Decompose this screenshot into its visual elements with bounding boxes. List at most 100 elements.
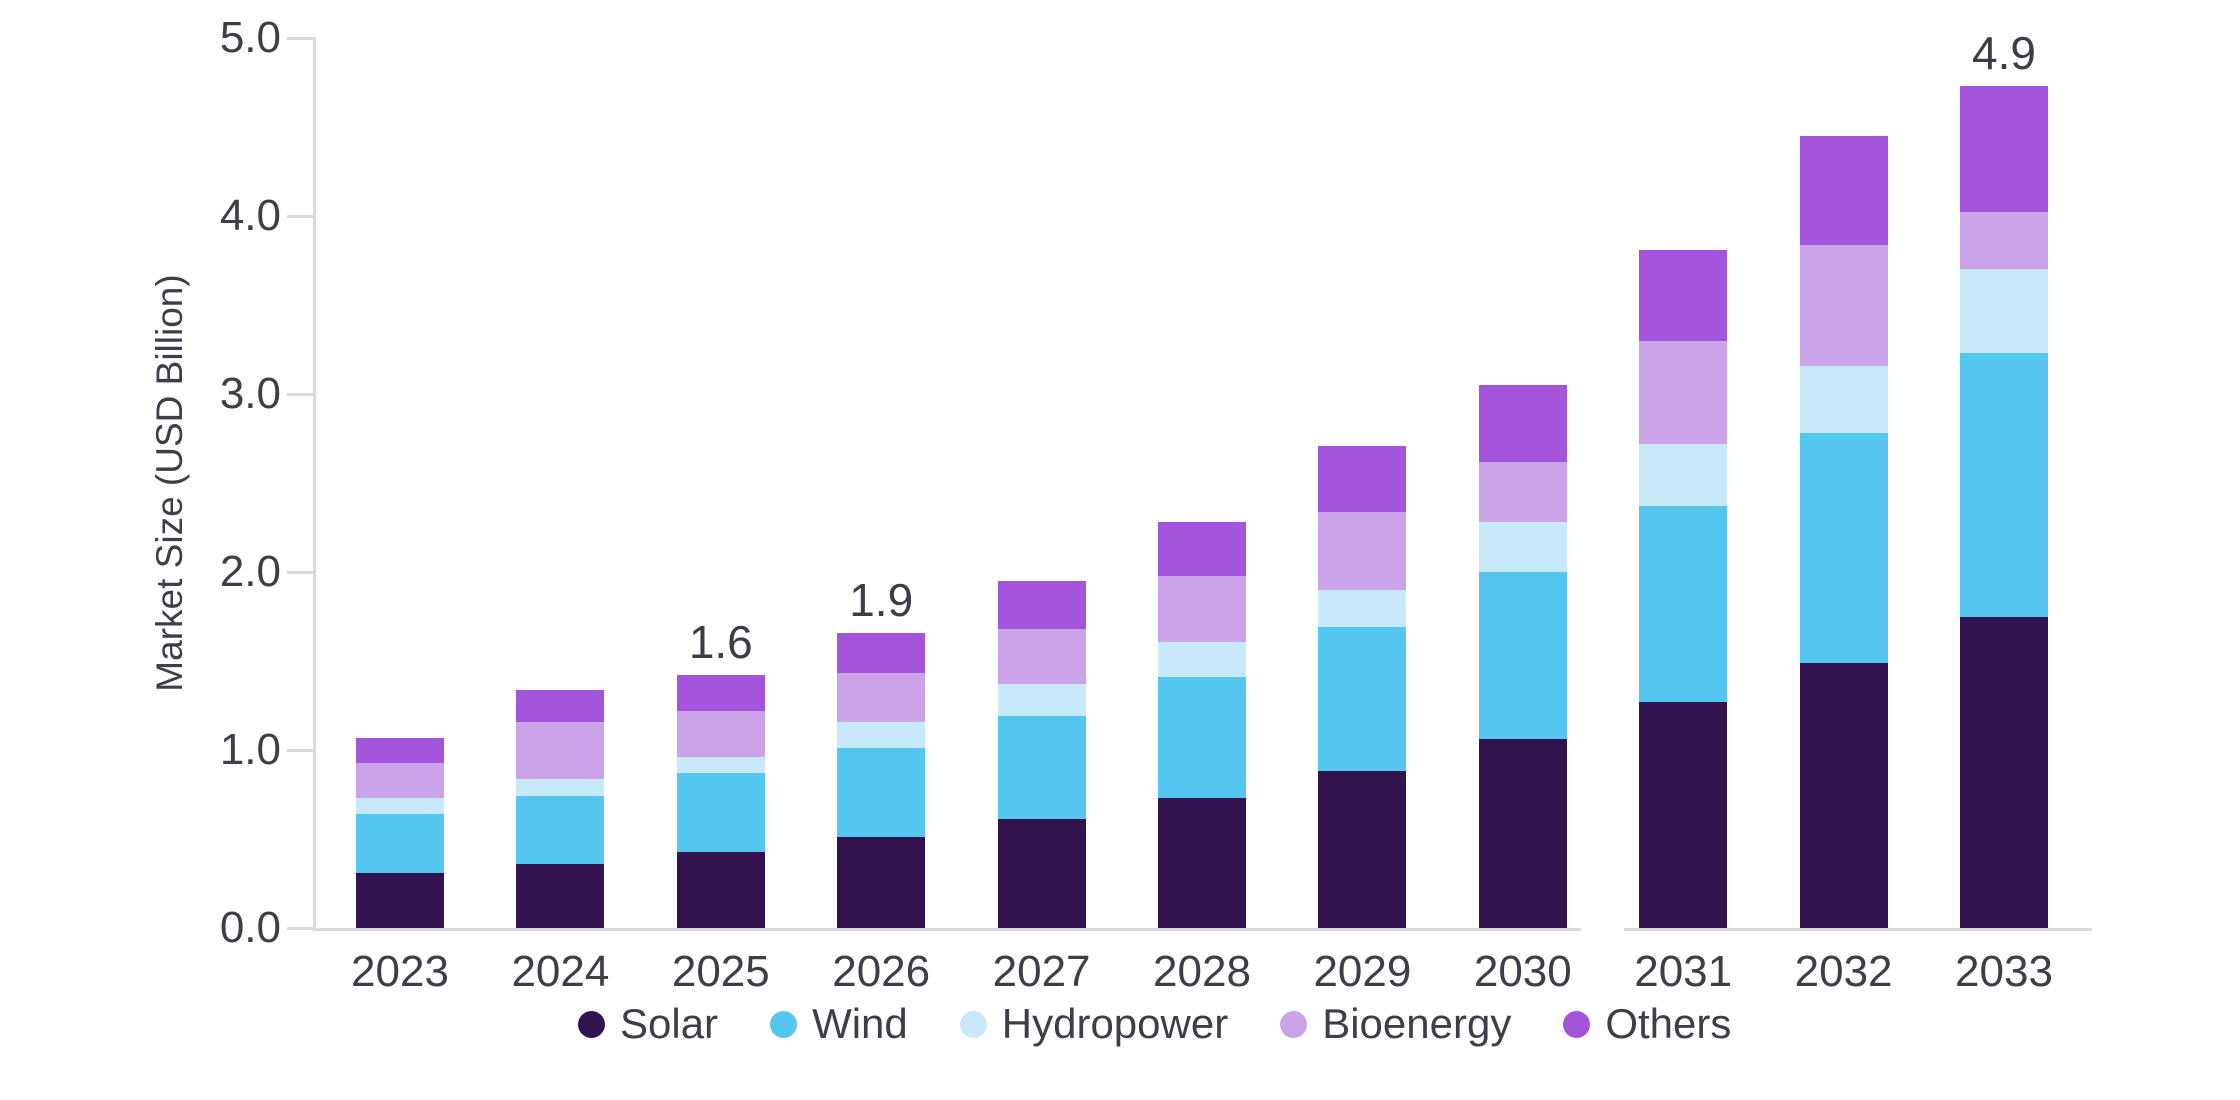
bar-segment-hydropower-2031: [1639, 443, 1728, 507]
bar-segment-solar-2029: [1318, 771, 1407, 928]
bar-segment-wind-2032: [1799, 433, 1888, 663]
legend-dot-hydropower: [959, 1010, 987, 1038]
legend-item-wind: Wind: [770, 1000, 908, 1048]
bar-segment-others-2024: [516, 689, 605, 722]
y-tick-mark: [287, 571, 313, 574]
x-tick-label-2030: 2030: [1473, 947, 1572, 996]
bar-segment-bioenergy-2027: [997, 629, 1086, 685]
bar-segment-others-2031: [1639, 249, 1728, 341]
y-tick-label: 5.0: [219, 13, 281, 62]
bar-segment-solar-2023: [356, 872, 444, 928]
bar-segment-solar-2024: [516, 863, 605, 928]
bar-segment-bioenergy-2029: [1318, 511, 1407, 590]
bar-segment-others-2023: [356, 737, 444, 763]
bar-segment-wind-2027: [997, 716, 1086, 820]
bar-2027: [997, 580, 1086, 928]
bar-segment-wind-2023: [356, 814, 444, 873]
bar-2025: [676, 675, 765, 928]
y-tick-mark: [287, 215, 313, 218]
bar-segment-wind-2029: [1318, 627, 1407, 772]
x-tick-label-2029: 2029: [1313, 947, 1412, 996]
y-axis-title: Market Size (USD Billion): [149, 274, 190, 692]
bar-segment-bioenergy-2024: [516, 721, 605, 779]
bar-segment-bioenergy-2023: [356, 762, 444, 799]
bar-segment-bioenergy-2026: [837, 673, 926, 722]
y-tick-mark: [287, 393, 313, 396]
legend-item-solar: Solar: [578, 1000, 718, 1048]
y-tick-label: 4.0: [219, 191, 281, 240]
x-tick-label-2028: 2028: [1153, 947, 1251, 996]
bar-segment-wind-2028: [1158, 677, 1246, 799]
bar-segment-solar-2032: [1799, 662, 1888, 928]
x-axis-line-segment: [1624, 928, 2092, 931]
x-tick-label-2031: 2031: [1634, 947, 1733, 996]
bar-segment-others-2033: [1960, 86, 2048, 213]
bar-segment-bioenergy-2028: [1158, 575, 1246, 642]
bar-segment-hydropower-2032: [1799, 365, 1888, 434]
x-tick-label-2027: 2027: [992, 947, 1091, 996]
x-tick-label-2032: 2032: [1794, 947, 1893, 996]
bar-segment-solar-2026: [837, 837, 926, 928]
bar-segment-wind-2026: [837, 748, 926, 838]
bar-segment-hydropower-2023: [356, 798, 444, 815]
bar-segment-solar-2030: [1478, 739, 1567, 928]
bar-segment-wind-2031: [1639, 506, 1728, 702]
bar-segment-solar-2025: [676, 851, 765, 928]
bar-2033: [1960, 86, 2048, 928]
legend-dot-others: [1563, 1010, 1591, 1038]
bar-segment-hydropower-2024: [516, 778, 605, 797]
y-tick-mark: [287, 749, 313, 752]
bar-segment-bioenergy-2032: [1799, 244, 1888, 366]
legend-dot-wind: [770, 1010, 798, 1038]
bar-2024: [516, 689, 605, 928]
bar-2031: [1639, 249, 1728, 928]
legend-dot-solar: [578, 1010, 605, 1038]
x-tick-label-2026: 2026: [832, 947, 931, 996]
x-tick-label-2024: 2024: [511, 947, 610, 996]
legend-label-bioenergy: Bioenergy: [1322, 1000, 1512, 1047]
bar-segment-wind-2033: [1960, 353, 2048, 617]
bar-2032: [1799, 136, 1888, 928]
value-label-2033: 4.9: [1972, 27, 2036, 80]
bar-segment-solar-2033: [1960, 616, 2048, 928]
legend-item-hydropower: Hydropower: [959, 1000, 1229, 1048]
bar-segment-others-2025: [676, 675, 765, 711]
legend-item-others: Others: [1563, 1000, 1731, 1048]
bar-segment-hydropower-2033: [1960, 269, 2048, 354]
y-tick-label: 1.0: [219, 725, 281, 774]
bar-segment-wind-2025: [676, 773, 765, 852]
bar-segment-others-2027: [997, 580, 1086, 630]
x-tick-label-2023: 2023: [351, 947, 449, 996]
bar-segment-others-2030: [1478, 385, 1567, 462]
x-tick-label-2033: 2033: [1955, 947, 2053, 996]
bar-segment-wind-2024: [516, 796, 605, 864]
legend-label-others: Others: [1605, 1000, 1732, 1047]
bar-segment-wind-2030: [1478, 572, 1567, 740]
bar-segment-others-2028: [1158, 522, 1246, 576]
bar-segment-hydropower-2025: [676, 757, 765, 774]
bar-2029: [1318, 445, 1407, 928]
y-tick-mark: [287, 927, 313, 930]
y-tick-label: 2.0: [219, 547, 281, 596]
bar-segment-solar-2031: [1639, 701, 1728, 928]
bar-segment-bioenergy-2033: [1960, 212, 2048, 270]
bar-segment-hydropower-2027: [997, 684, 1086, 717]
bar-segment-bioenergy-2031: [1639, 340, 1728, 444]
y-tick-label: 3.0: [219, 369, 281, 418]
bar-segment-hydropower-2028: [1158, 641, 1246, 678]
bar-segment-bioenergy-2030: [1478, 461, 1567, 523]
legend-label-hydropower: Hydropower: [1001, 1000, 1229, 1047]
bar-2028: [1158, 522, 1246, 928]
bar-segment-solar-2028: [1158, 798, 1246, 928]
bar-segment-others-2026: [837, 632, 926, 674]
bar-segment-hydropower-2026: [837, 721, 926, 749]
legend-label-wind: Wind: [812, 1000, 908, 1047]
y-axis-line: [313, 37, 316, 930]
bar-segment-others-2029: [1318, 445, 1407, 512]
value-label-2026: 1.9: [849, 573, 914, 626]
value-label-2025: 1.6: [688, 616, 753, 669]
legend: Solar Wind Hydropower Bioenergy Others: [578, 1000, 1731, 1048]
legend-item-bioenergy: Bioenergy: [1280, 1000, 1511, 1048]
bar-2030: [1478, 385, 1567, 928]
x-tick-label-2025: 2025: [671, 947, 770, 996]
